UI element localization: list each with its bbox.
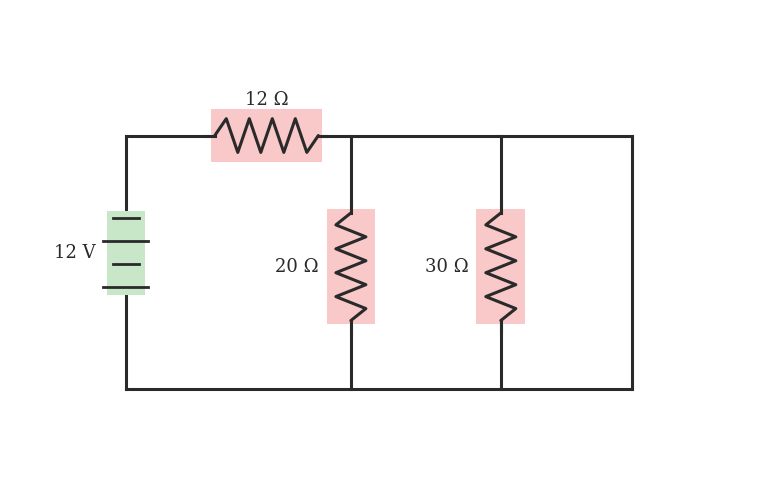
- Text: 12 Ω: 12 Ω: [245, 91, 288, 109]
- Text: 30 Ω: 30 Ω: [425, 258, 469, 276]
- Bar: [327, 209, 375, 324]
- Bar: [211, 109, 322, 162]
- Bar: [107, 210, 145, 295]
- Bar: [477, 209, 525, 324]
- Text: 20 Ω: 20 Ω: [275, 258, 319, 276]
- Text: 12 V: 12 V: [55, 244, 96, 262]
